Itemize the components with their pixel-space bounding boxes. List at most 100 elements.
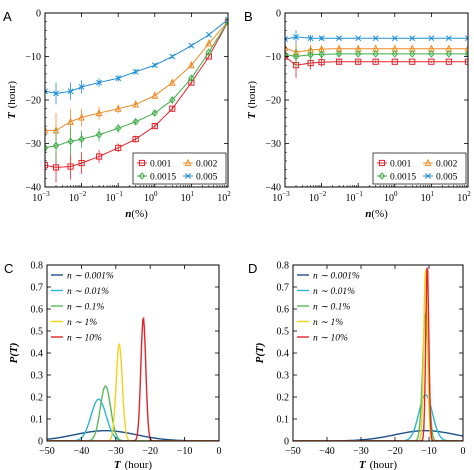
y-axis-arg: (T) — [254, 343, 266, 357]
data-point — [132, 136, 139, 143]
data-point — [169, 96, 176, 104]
x-tick-base: 10 — [272, 193, 282, 204]
data-point — [168, 78, 176, 86]
legend-marker — [378, 172, 386, 180]
data-point — [464, 44, 468, 52]
x-tick-label: −50 — [39, 446, 55, 457]
x-tick-base: 10 — [32, 193, 42, 204]
data-point — [151, 123, 158, 130]
series-0.0015 — [45, 17, 228, 170]
x-axis-unit: (%) — [131, 208, 148, 220]
data-point — [151, 91, 159, 99]
series-line — [45, 19, 228, 94]
data-point — [285, 50, 289, 59]
data-point — [372, 50, 379, 58]
y-tick-label: 0 — [276, 9, 281, 20]
data-point — [464, 50, 468, 58]
x-axis-unit: (%) — [371, 208, 388, 220]
x-tick-exponent: 1 — [191, 190, 195, 198]
data-point — [285, 36, 288, 43]
y-tick-label: 0.1 — [31, 415, 44, 426]
data-point — [151, 109, 159, 117]
x-tick-label: 100 — [384, 190, 398, 204]
data-point — [409, 50, 416, 58]
data-point — [132, 68, 139, 75]
legend-item: n ∼ 1% — [297, 318, 343, 328]
data-point — [293, 33, 299, 40]
plot-area — [45, 16, 228, 187]
legend-label: n ∼ 0.01% — [67, 287, 109, 297]
legend-box — [132, 152, 227, 185]
data-point — [96, 79, 103, 86]
data-point — [409, 35, 416, 42]
panel-letter: D — [248, 261, 257, 276]
legend-box — [372, 152, 467, 185]
y-axis-var: T — [246, 111, 258, 119]
x-tick-label: 0 — [461, 446, 466, 457]
legend-label: n ∼ 0.1% — [67, 303, 104, 313]
data-point — [52, 141, 60, 150]
data-point — [225, 16, 228, 23]
x-tick-label: 102 — [457, 190, 471, 204]
x-tick-exponent: −3 — [282, 190, 290, 198]
density-curve — [47, 430, 219, 441]
data-point — [354, 50, 362, 58]
data-point — [132, 117, 139, 126]
y-tick-label: 0.6 — [277, 305, 290, 316]
data-point — [292, 52, 300, 61]
x-tick-base: 10 — [384, 193, 394, 204]
data-point — [318, 59, 325, 66]
legend-label: 0.001 — [150, 160, 172, 170]
x-tick-exponent: 0 — [154, 190, 158, 198]
data-point — [95, 153, 103, 160]
x-tick-base: 10 — [217, 193, 227, 204]
x-tick-label: −30 — [108, 446, 124, 457]
legend-marker — [138, 172, 146, 180]
legend-item: n ∼ 0.1% — [51, 303, 104, 313]
legend-item: 0.001 — [137, 160, 172, 170]
data-point — [114, 104, 122, 112]
x-tick-exponent: 2 — [227, 190, 231, 198]
data-point — [445, 50, 453, 58]
data-point — [391, 35, 398, 42]
legend-item: 0.0015 — [377, 172, 416, 183]
legend-label: n ∼ 0.001% — [67, 272, 114, 282]
legend-item: n ∼ 0.001% — [51, 272, 114, 282]
legend-label: n ∼ 0.1% — [313, 303, 350, 313]
x-axis-var: n — [125, 208, 131, 220]
data-point — [67, 88, 74, 95]
x-tick-exponent: −1 — [355, 190, 363, 198]
density-curve — [47, 385, 219, 441]
data-point — [318, 35, 325, 42]
y-tick-label: −20 — [25, 96, 41, 107]
x-tick-label: −10 — [177, 446, 193, 457]
x-tick-label: 10−2 — [69, 190, 87, 204]
legend-label: 0.001 — [390, 160, 412, 170]
legend-item: 0.002 — [183, 158, 218, 170]
data-point — [355, 35, 362, 42]
x-tick-label: −40 — [319, 446, 335, 457]
x-tick-label: 10−2 — [309, 190, 327, 204]
series-line — [285, 47, 468, 53]
x-tick-exponent: −3 — [42, 190, 50, 198]
x-axis-label: T (hour) — [359, 459, 398, 470]
legend-marker — [185, 173, 191, 179]
legend: n ∼ 0.001% n ∼ 0.01% n ∼ 0.1% n ∼ 1% n ∼ 10% — [51, 272, 114, 344]
data-point — [67, 117, 74, 125]
data-point — [78, 83, 85, 90]
data-point — [428, 58, 435, 65]
legend-label: 0.0015 — [390, 173, 416, 183]
x-tick-label: −40 — [74, 446, 90, 457]
x-axis-var: T — [114, 459, 122, 470]
y-tick-label: 0.4 — [277, 349, 290, 360]
y-tick-label: 0.7 — [277, 283, 290, 294]
data-point — [336, 35, 343, 42]
x-tick-label: 10−3 — [272, 190, 290, 204]
series-0.005 — [45, 16, 228, 105]
data-point — [188, 60, 195, 69]
legend-item: n ∼ 0.001% — [297, 272, 360, 282]
y-tick-label: 0 — [284, 437, 289, 448]
y-axis-label: P(T) — [8, 343, 20, 364]
legend-label: 0.002 — [436, 160, 458, 170]
